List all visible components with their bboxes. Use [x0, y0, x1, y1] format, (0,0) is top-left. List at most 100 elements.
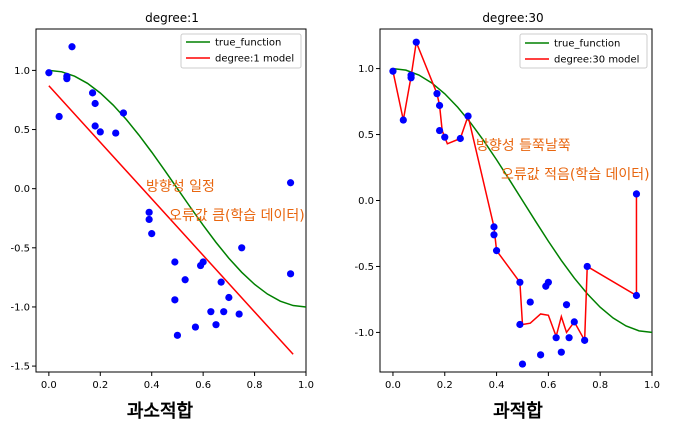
y-tick-label: -1.5: [10, 362, 30, 373]
y-axis: 1.0 0.5 0.0 -0.5 -1.0 -1.5: [10, 66, 36, 373]
data-point: [173, 331, 182, 339]
y-tick-label: 0.5: [358, 130, 374, 141]
data-point: [63, 75, 71, 83]
y-axis: 1.0 0.5 0.0 -0.5 -1.0: [354, 64, 380, 339]
data-point: [45, 69, 53, 77]
data-point: [492, 247, 501, 255]
model-line: [48, 85, 294, 355]
data-point: [112, 129, 120, 137]
annotation-error: 오류값 적음(학습 데이터): [501, 167, 650, 183]
data-point: [181, 276, 189, 284]
data-point: [88, 89, 97, 97]
annotation-direction: 방향성 들쭉날쭉: [476, 138, 571, 154]
data-point: [286, 270, 295, 278]
data-point: [526, 298, 534, 306]
chart-title: degree:1: [145, 11, 199, 25]
data-point: [91, 122, 99, 130]
data-point: [286, 179, 295, 187]
data-point: [565, 334, 573, 342]
data-point: [632, 291, 641, 300]
y-tick-label: 1.0: [14, 66, 30, 77]
x-tick-label: 1.0: [298, 380, 314, 391]
x-tick-label: 0.2: [92, 380, 108, 391]
y-tick-label: 1.0: [358, 64, 374, 75]
x-tick-label: 0.0: [41, 380, 57, 391]
true-function-line: [392, 67, 652, 334]
annotation-direction: 방향성 일정: [146, 179, 215, 195]
data-point: [516, 278, 524, 286]
data-point: [581, 336, 589, 344]
data-point: [119, 109, 128, 117]
data-point: [238, 244, 246, 252]
data-point: [464, 112, 472, 120]
x-tick-label: 0.0: [385, 380, 401, 391]
data-point: [537, 351, 545, 359]
x-tick-label: 0.4: [489, 380, 505, 391]
y-tick-label: 0.5: [14, 125, 30, 136]
data-point: [225, 293, 233, 302]
chart-caption: 과소적합: [127, 400, 194, 422]
data-point: [207, 308, 215, 316]
data-point: [570, 318, 578, 326]
data-point: [407, 74, 415, 82]
legend: true_function degree:1 model: [180, 33, 302, 69]
data-point: [399, 116, 407, 124]
data-point: [96, 128, 104, 136]
data-point: [68, 43, 76, 51]
plot-area: [379, 28, 653, 373]
data-point: [435, 126, 444, 135]
legend-true-function: true_function: [215, 38, 281, 49]
data-point: [55, 112, 63, 121]
chart-degree-1: degree:1 0.0 0.2 0.4 0.6 0.8 1.0 1.0 0.5 0.0 -0.…: [10, 11, 313, 422]
data-point: [171, 296, 179, 304]
data-point: [557, 348, 565, 356]
data-point: [433, 90, 441, 98]
data-point: [518, 360, 527, 368]
data-point: [212, 321, 220, 329]
data-point: [441, 133, 449, 141]
data-point: [91, 99, 99, 108]
data-point: [389, 67, 397, 75]
data-point: [435, 101, 444, 110]
data-point: [191, 323, 200, 331]
data-point: [217, 278, 225, 286]
x-tick-label: 1.0: [644, 380, 660, 391]
x-tick-label: 0.8: [592, 380, 608, 391]
chart-title: degree:30: [482, 11, 543, 25]
x-axis: 0.0 0.2 0.4 0.6 0.8 1.0: [385, 372, 660, 391]
scatter-points: [45, 43, 295, 339]
y-tick-label: 0.0: [14, 184, 30, 195]
data-point: [145, 215, 153, 224]
data-point: [562, 301, 571, 309]
annotation-error: 오류값 큼(학습 데이터): [169, 208, 305, 224]
data-point: [235, 310, 243, 318]
y-tick-label: -0.5: [354, 262, 374, 273]
data-point: [516, 320, 524, 329]
plot-area: [35, 28, 307, 373]
data-point: [148, 230, 156, 238]
legend-box: [180, 33, 302, 69]
x-tick-label: 0.2: [437, 380, 453, 391]
data-point: [583, 262, 591, 271]
x-tick-label: 0.8: [247, 380, 263, 391]
y-tick-label: -0.5: [10, 243, 30, 254]
data-point: [544, 278, 552, 286]
data-point: [220, 308, 228, 316]
true-function-line: [48, 69, 306, 308]
data-point: [632, 190, 641, 198]
legend-model: degree:30 model: [554, 55, 639, 66]
y-tick-label: -1.0: [10, 302, 30, 313]
x-tick-label: 0.4: [144, 380, 160, 391]
data-point: [490, 231, 498, 239]
data-point: [456, 134, 464, 143]
legend-model: degree:1 model: [215, 54, 294, 65]
x-tick-label: 0.6: [540, 380, 556, 391]
data-point: [145, 208, 153, 216]
x-axis: 0.0 0.2 0.4 0.6 0.8 1.0: [41, 372, 314, 391]
data-point: [552, 334, 560, 342]
legend-true-function: true_function: [554, 39, 620, 50]
y-tick-label: -1.0: [354, 328, 374, 339]
chart-caption: 과적합: [493, 400, 543, 422]
x-tick-label: 0.6: [195, 380, 211, 391]
